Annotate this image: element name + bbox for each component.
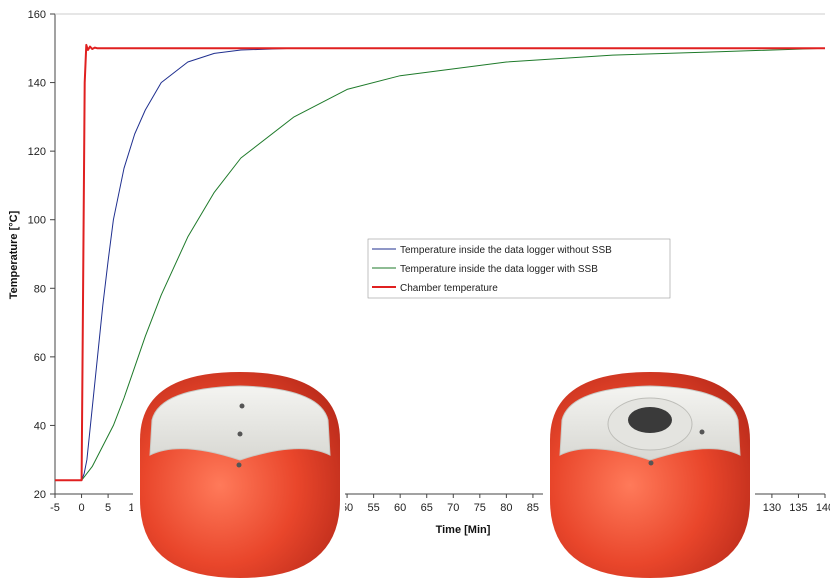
legend-label-with-ssb: Temperature inside the data logger with … xyxy=(400,264,598,275)
data-logger-without-ssb-photo xyxy=(133,372,345,580)
legend-label-without-ssb: Temperature inside the data logger witho… xyxy=(400,245,612,256)
x-tick-label: 75 xyxy=(474,502,486,514)
x-tick-label: 85 xyxy=(527,502,539,514)
screw-icon xyxy=(699,429,705,435)
x-tick-label: 0 xyxy=(78,502,84,514)
x-tick-label: 60 xyxy=(394,502,406,514)
legend-box xyxy=(367,238,671,299)
y-tick-label: 140 xyxy=(28,78,46,90)
x-tick-label: -5 xyxy=(50,502,60,514)
x-tick-label: 70 xyxy=(447,502,459,514)
screw-icon xyxy=(237,431,243,437)
screw-icon xyxy=(239,403,245,409)
x-tick-label: 55 xyxy=(367,502,379,514)
x-tick-label: 140 xyxy=(816,502,830,514)
y-tick-label: 100 xyxy=(28,215,46,227)
legend: Temperature inside the data logger witho… xyxy=(367,238,671,299)
screw-icon xyxy=(648,460,654,466)
x-tick-label: 130 xyxy=(763,502,781,514)
x-axis-title: Time [Min] xyxy=(436,524,491,536)
screw-icon xyxy=(236,462,242,468)
y-tick-label: 120 xyxy=(28,146,46,158)
y-axis-title: Temperature [°C] xyxy=(8,210,20,299)
legend-label-chamber: Chamber temperature xyxy=(400,283,498,294)
canister-lid xyxy=(149,385,331,461)
x-tick-label: 135 xyxy=(789,502,807,514)
y-tick-label: 60 xyxy=(34,352,46,364)
x-tick-label: 65 xyxy=(421,502,433,514)
x-tick-label: 80 xyxy=(500,502,512,514)
y-tick-label: 40 xyxy=(34,420,46,432)
y-tick-label: 80 xyxy=(34,283,46,295)
x-tick-label: 5 xyxy=(105,502,111,514)
ssb-opening xyxy=(628,407,672,433)
data-logger-with-ssb-photo xyxy=(543,372,755,580)
y-tick-label: 160 xyxy=(28,9,46,21)
series-line-2 xyxy=(55,47,826,481)
y-tick-label: 20 xyxy=(34,489,46,501)
series-line-3 xyxy=(55,43,825,482)
